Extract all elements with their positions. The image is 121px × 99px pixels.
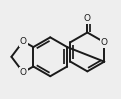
- Text: O: O: [20, 37, 27, 46]
- Text: O: O: [20, 68, 27, 77]
- Text: O: O: [84, 14, 91, 23]
- Text: O: O: [101, 38, 108, 47]
